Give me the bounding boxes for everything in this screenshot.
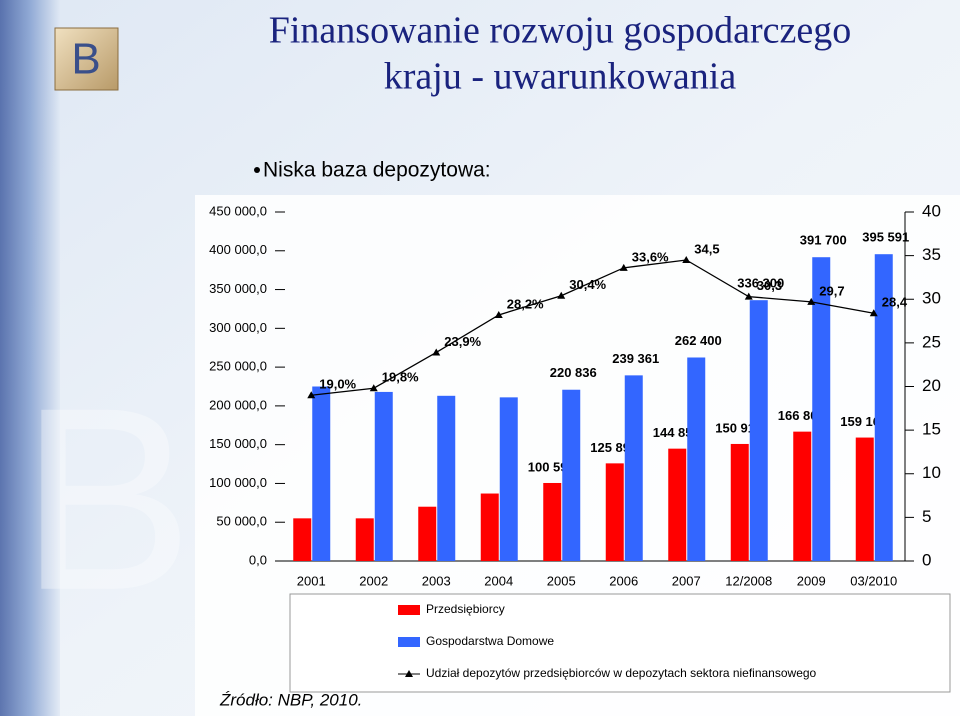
bar bbox=[293, 518, 312, 561]
y2-tick-label: 5 bbox=[922, 507, 931, 526]
value-label: 23,9% bbox=[444, 334, 481, 349]
line-marker bbox=[307, 391, 316, 399]
value-label: 19,0% bbox=[319, 377, 356, 392]
line bbox=[311, 259, 874, 396]
y-tick-label: 50 000,0 bbox=[216, 514, 267, 529]
y-tick-label: 450 000,0 bbox=[209, 203, 267, 218]
x-tick-label: 12/2008 bbox=[725, 573, 772, 588]
legend-label: Przedsiębiorcy bbox=[426, 602, 505, 616]
line-marker bbox=[744, 292, 753, 300]
legend-marker bbox=[405, 670, 413, 677]
line-marker bbox=[557, 291, 566, 299]
line-marker bbox=[369, 384, 378, 392]
value-label: 30,4% bbox=[569, 277, 606, 292]
y2-tick-label: 10 bbox=[922, 463, 941, 482]
y-tick-label: 250 000,0 bbox=[209, 359, 267, 374]
y-tick-label: 350 000,0 bbox=[209, 281, 267, 296]
title-line: Finansowanie rozwoju gospodarczego bbox=[269, 10, 852, 52]
y-tick-label: 100 000,0 bbox=[209, 475, 267, 490]
y-tick-label: 0,0 bbox=[249, 552, 267, 567]
bar bbox=[355, 518, 374, 561]
bar bbox=[749, 300, 768, 561]
x-tick-label: 2007 bbox=[672, 573, 701, 588]
value-label: 30,3 bbox=[757, 278, 782, 293]
value-label: 239 361 bbox=[612, 351, 659, 366]
x-tick-label: 2003 bbox=[422, 573, 451, 588]
legend-swatch bbox=[398, 605, 420, 615]
bar bbox=[730, 443, 749, 561]
x-tick-label: 2004 bbox=[484, 573, 513, 588]
bar bbox=[480, 493, 499, 561]
line-marker bbox=[869, 309, 878, 317]
value-label: 34,5 bbox=[694, 241, 719, 256]
bar bbox=[437, 395, 456, 561]
x-tick-label: 03/2010 bbox=[850, 573, 897, 588]
bar bbox=[812, 257, 831, 561]
y2-tick-label: 0 bbox=[922, 550, 931, 569]
logo-letter: B bbox=[71, 35, 100, 84]
legend-swatch bbox=[398, 637, 420, 647]
line-marker bbox=[494, 310, 503, 318]
legend-label: Udział depozytów przedsiębiorców w depoz… bbox=[426, 666, 817, 680]
watermark: B bbox=[20, 355, 193, 645]
y2-tick-label: 35 bbox=[922, 245, 941, 264]
y2-tick-label: 20 bbox=[922, 376, 941, 395]
x-tick-label: 2002 bbox=[359, 573, 388, 588]
value-label: 220 836 bbox=[550, 365, 597, 380]
side-strip bbox=[0, 0, 60, 716]
y-tick-label: 300 000,0 bbox=[209, 320, 267, 335]
bullet-dot bbox=[254, 167, 260, 173]
value-label: 395 591 bbox=[862, 230, 909, 245]
value-label: 28,2% bbox=[507, 296, 544, 311]
line-marker bbox=[682, 255, 691, 263]
bar bbox=[793, 431, 812, 561]
bar bbox=[855, 437, 874, 561]
line-marker bbox=[619, 263, 628, 271]
bar bbox=[374, 391, 393, 561]
y2-tick-label: 30 bbox=[922, 289, 941, 308]
bar bbox=[418, 506, 437, 561]
bar bbox=[312, 386, 331, 561]
line-marker bbox=[807, 297, 816, 305]
value-label: 29,7 bbox=[819, 283, 844, 298]
x-tick-label: 2009 bbox=[797, 573, 826, 588]
x-tick-label: 2006 bbox=[609, 573, 638, 588]
title-line: kraju - uwarunkowania bbox=[384, 56, 737, 98]
bar bbox=[668, 448, 687, 561]
bar bbox=[543, 482, 562, 561]
bar bbox=[624, 375, 643, 561]
source: Źródło: NBP, 2010. bbox=[219, 690, 362, 709]
value-label: 262 400 bbox=[675, 333, 722, 348]
bar bbox=[499, 397, 518, 561]
value-label: 33,6% bbox=[632, 249, 669, 264]
y2-tick-label: 40 bbox=[922, 201, 941, 220]
bar bbox=[687, 357, 706, 561]
x-tick-label: 2005 bbox=[547, 573, 576, 588]
bar bbox=[562, 389, 581, 561]
value-label: 391 700 bbox=[800, 233, 847, 248]
legend-label: Gospodarstwa Domowe bbox=[426, 634, 554, 648]
value-label: 336 300 bbox=[737, 276, 784, 291]
y-tick-label: 150 000,0 bbox=[209, 436, 267, 451]
logo bbox=[54, 27, 119, 91]
x-tick-label: 2001 bbox=[297, 573, 326, 588]
value-label: 28,4 bbox=[882, 295, 908, 310]
y-tick-label: 200 000,0 bbox=[209, 397, 267, 412]
y2-tick-label: 25 bbox=[922, 332, 941, 351]
y-tick-label: 400 000,0 bbox=[209, 242, 267, 257]
bullet-text: Niska baza depozytowa: bbox=[263, 159, 491, 182]
bar bbox=[605, 463, 624, 561]
line-marker bbox=[432, 348, 441, 356]
chart: 0,0 50 000,0 100 000,0 150 000,0 200 000,0 25… bbox=[209, 201, 941, 680]
value-label: 19,8% bbox=[382, 370, 419, 385]
y2-tick-label: 15 bbox=[922, 420, 941, 439]
bar bbox=[874, 254, 893, 561]
